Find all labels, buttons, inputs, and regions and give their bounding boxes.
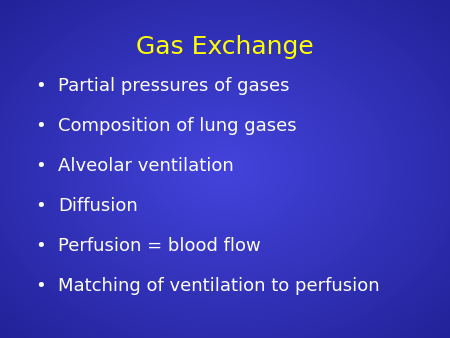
Text: Partial pressures of gases: Partial pressures of gases bbox=[58, 77, 290, 95]
Text: •: • bbox=[35, 237, 46, 255]
Text: •: • bbox=[35, 276, 46, 295]
Text: Alveolar ventilation: Alveolar ventilation bbox=[58, 157, 234, 175]
Text: •: • bbox=[35, 197, 46, 215]
Text: •: • bbox=[35, 157, 46, 175]
Text: Diffusion: Diffusion bbox=[58, 197, 138, 215]
Text: Perfusion = blood flow: Perfusion = blood flow bbox=[58, 237, 261, 255]
Text: Matching of ventilation to perfusion: Matching of ventilation to perfusion bbox=[58, 276, 380, 295]
Text: •: • bbox=[35, 77, 46, 95]
Text: •: • bbox=[35, 117, 46, 135]
Text: Composition of lung gases: Composition of lung gases bbox=[58, 117, 297, 135]
Text: Gas Exchange: Gas Exchange bbox=[136, 35, 314, 59]
